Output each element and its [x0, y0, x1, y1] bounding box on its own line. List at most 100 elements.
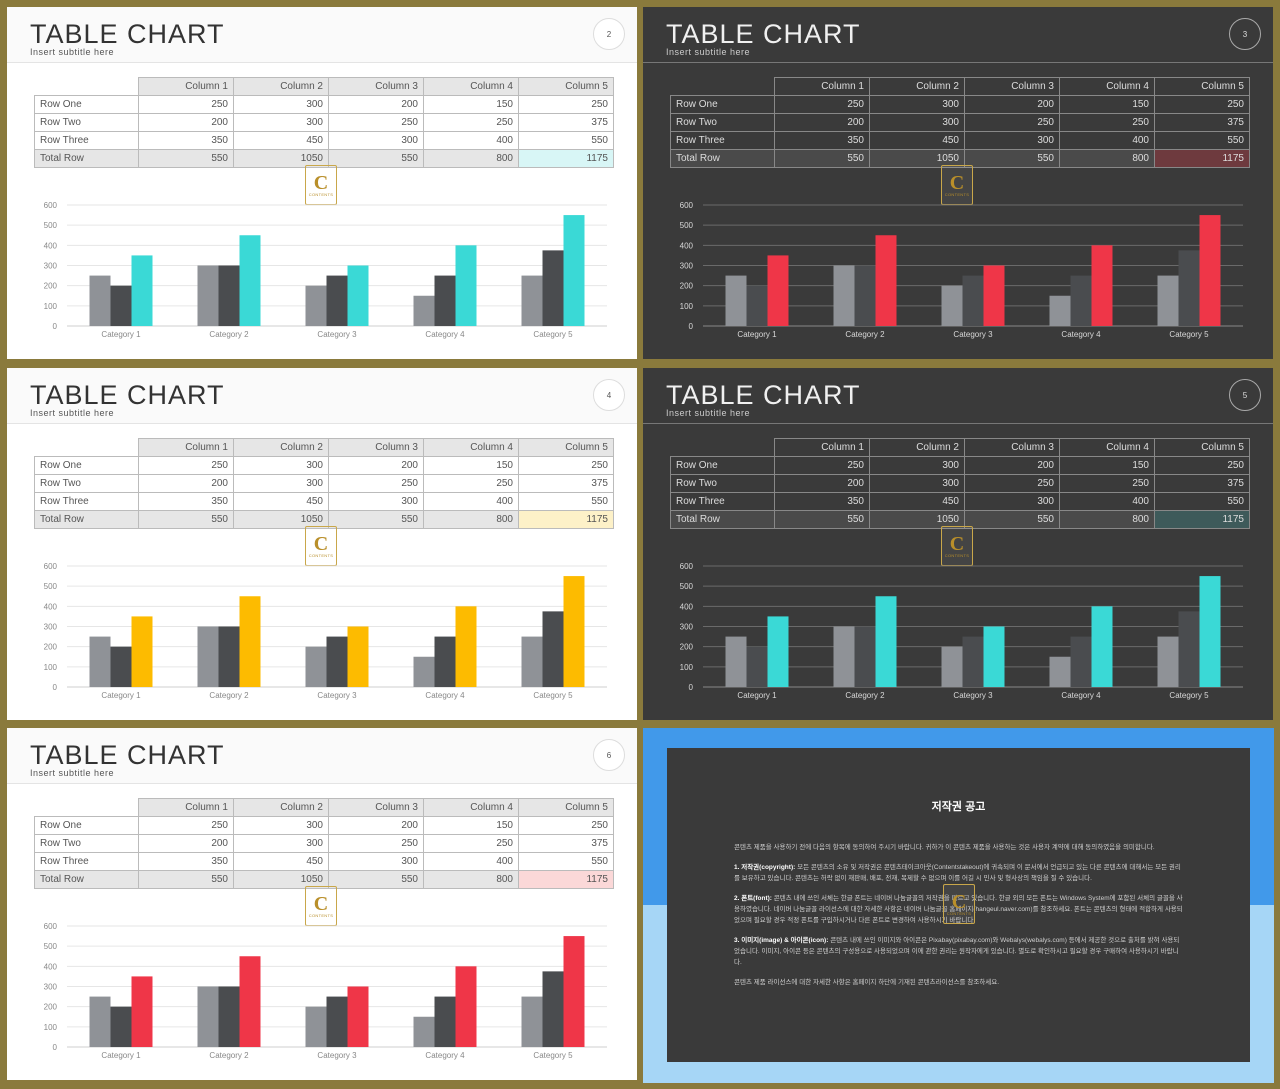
table-cell: 300 [869, 95, 965, 114]
y-tick-label: 500 [680, 221, 694, 230]
bar-chart: 0 100 200 300 400 500 600 Category 1 Category 2 C… [680, 562, 1243, 700]
bar-series-2 [110, 1006, 132, 1047]
row-label: Row Two [34, 113, 139, 132]
table-cell: 300 [328, 852, 424, 871]
bar-series-3 [131, 976, 153, 1047]
bar-series-3 [1091, 245, 1113, 326]
table-cell: 250 [1154, 95, 1250, 114]
notice-panel: 저작권 공고 콘텐츠 제품을 사용하기 전에 다음의 항목에 동의하여 주시기 … [667, 748, 1250, 1062]
column-header: Column 5 [1154, 77, 1250, 96]
bar-series-2 [1178, 250, 1200, 326]
bar-series-1 [1049, 295, 1071, 326]
slide-6[interactable]: TABLE CHART Insert subtitle here 6 Column 1… [7, 728, 637, 1080]
table-cell: 250 [774, 95, 870, 114]
column-header: Column 3 [328, 438, 424, 457]
column-header: Column 1 [138, 438, 234, 457]
table-cell: 550 [138, 510, 234, 529]
table-cell: 800 [423, 510, 519, 529]
table-total-row: Total Row 550 1050 550 800 1175 [34, 510, 614, 529]
bar-series-1 [521, 275, 543, 326]
row-label: Total Row [34, 510, 139, 529]
slide-4[interactable]: TABLE CHART Insert subtitle here 4 Column 1… [7, 368, 637, 720]
table-cell: 300 [869, 113, 965, 132]
table-cell: 250 [1154, 456, 1250, 475]
notice-paragraph: 콘텐츠 제품을 사용하기 전에 다음의 항목에 동의하여 주시기 바랍니다. 귀… [734, 842, 1184, 853]
column-header: Column 4 [423, 77, 519, 96]
bar-series-1 [1157, 275, 1179, 326]
column-header: Column 5 [518, 438, 614, 457]
table-cell: 550 [774, 510, 870, 529]
table-cell: 300 [233, 474, 329, 493]
y-tick-label: 100 [44, 663, 58, 672]
y-tick-label: 300 [680, 262, 694, 271]
slide-5[interactable]: TABLE CHART Insert subtitle here 5 Column 1… [643, 368, 1273, 720]
slide-3[interactable]: TABLE CHART Insert subtitle here 3 Column 1… [643, 7, 1273, 359]
table-cell: 375 [518, 474, 614, 493]
bar-chart: 0 100 200 300 400 500 600 Category 1 Category 2 C… [44, 562, 607, 700]
table-cell: 300 [964, 131, 1060, 150]
copyright-notice-slide[interactable]: 저작권 공고 콘텐츠 제품을 사용하기 전에 다음의 항목에 동의하여 주시기 … [643, 728, 1274, 1083]
table-row: Row One 250 300 200 150 250 [34, 816, 614, 835]
y-tick-label: 600 [44, 201, 58, 210]
row-label: Row Three [670, 131, 775, 150]
x-tick-label: Category 5 [533, 330, 573, 339]
notice-paragraph: 2. 폰트(font): 콘텐츠 내에 쓰인 서체는 한글 폰트는 네이버 나눔… [734, 893, 1184, 926]
bar-series-1 [305, 1006, 327, 1047]
row-label: Row Three [34, 492, 139, 511]
row-label: Row Two [34, 474, 139, 493]
bar-series-1 [305, 285, 327, 326]
y-tick-label: 100 [680, 663, 694, 672]
x-tick-label: Category 5 [533, 1051, 573, 1060]
table-header-row: Column 1 Column 2 Column 3 Column 4 Column 5 [671, 77, 1250, 96]
bar-series-2 [854, 626, 876, 687]
y-tick-label: 300 [44, 983, 58, 992]
table-row: Row One 250 300 200 150 250 [34, 95, 614, 114]
bar-series-1 [1049, 656, 1071, 687]
bar-series-1 [197, 626, 219, 687]
bar-series-1 [413, 656, 435, 687]
page-number-badge: 6 [593, 739, 625, 771]
contents-logo: C CONTENTS [943, 884, 975, 924]
bar-series-2 [962, 275, 984, 326]
y-tick-label: 0 [689, 322, 694, 331]
bar-series-1 [89, 636, 111, 687]
slide-2[interactable]: TABLE CHART Insert subtitle here 2 Column 1… [7, 7, 637, 359]
bar-series-3 [1199, 215, 1221, 326]
bar-series-3 [239, 235, 261, 326]
row-label: Total Row [670, 149, 775, 168]
column-header: Column 1 [138, 798, 234, 817]
table-cell: 200 [138, 113, 234, 132]
bar-series-1 [89, 996, 111, 1047]
table-cell: 250 [328, 474, 424, 493]
bar-series-3 [347, 265, 369, 326]
bar-series-3 [875, 596, 897, 687]
y-tick-label: 600 [44, 922, 58, 931]
table-cell: 350 [774, 131, 870, 150]
x-tick-label: Category 2 [209, 691, 249, 700]
bar-series-3 [347, 986, 369, 1047]
table-cell: 250 [138, 95, 234, 114]
slide-title: TABLE CHART [666, 380, 861, 410]
row-label: Total Row [34, 870, 139, 889]
y-tick-label: 500 [44, 221, 58, 230]
row-label: Row One [34, 456, 139, 475]
y-tick-label: 600 [44, 562, 58, 571]
notice-paragraph: 3. 이미지(image) & 아이콘(icon): 콘텐츠 내에 쓰인 이미지… [734, 935, 1184, 968]
table-cell: 550 [518, 852, 614, 871]
table-row: Row Two 200 300 250 250 375 [34, 474, 614, 493]
table-cell: 550 [774, 149, 870, 168]
table-cell: 250 [1059, 474, 1155, 493]
table-cell: 800 [423, 870, 519, 889]
table-total-row: Total Row 550 1050 550 800 1175 [670, 149, 1250, 168]
y-tick-label: 500 [680, 582, 694, 591]
table-cell: 200 [328, 816, 424, 835]
bar-series-2 [542, 250, 564, 326]
logo-text: CONTENTS [946, 910, 972, 916]
table-cell-highlight: 1175 [518, 870, 614, 889]
table-corner-cell [35, 439, 139, 457]
bar-series-2 [218, 265, 240, 326]
notice-paragraph-lead: 1. 저작권(copyright): [734, 864, 798, 871]
table-row: Row Three 350 450 300 400 550 [670, 131, 1250, 150]
bar-series-3 [563, 215, 585, 326]
column-header: Column 3 [328, 798, 424, 817]
